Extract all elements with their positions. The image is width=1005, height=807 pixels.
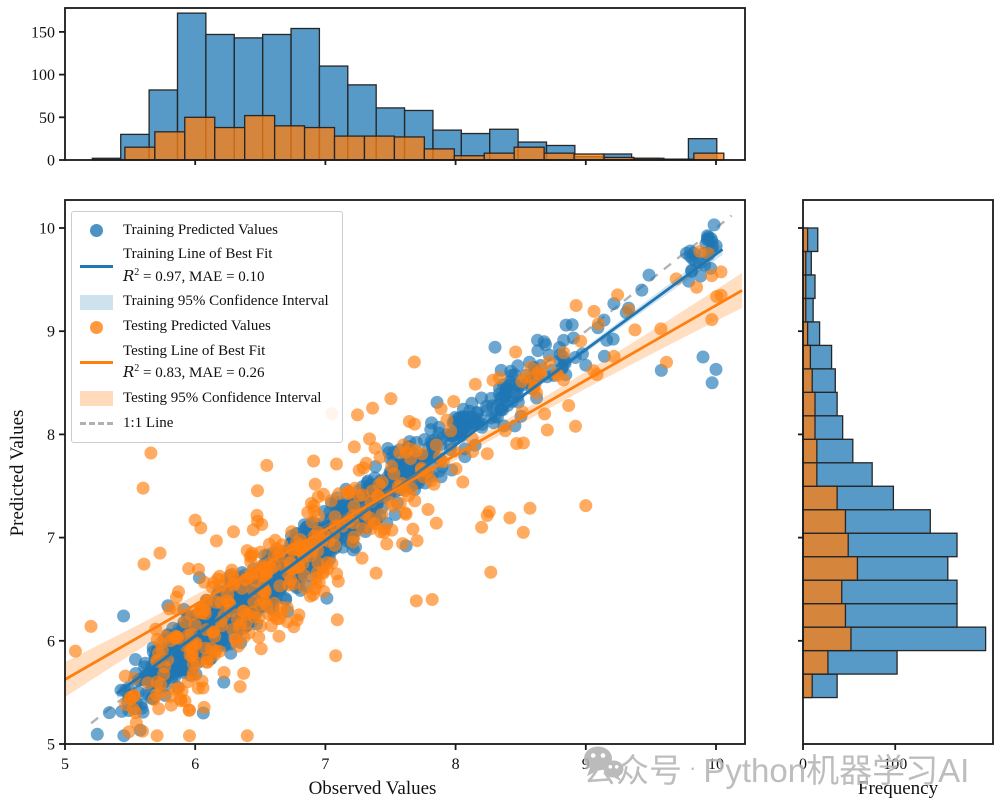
freq-tick-label: 100	[883, 756, 907, 773]
legend-swatch-line	[80, 361, 113, 365]
legend-label: Training Line of Best Fit R2 = 0.97, MAE …	[123, 246, 273, 285]
train-fit-line	[116, 248, 724, 695]
y-tick-label: 5	[47, 737, 55, 754]
x-axis-title: Observed Values	[308, 778, 437, 799]
right-histogram	[802, 227, 987, 699]
legend-item: Testing Line of Best Fit R2 = 0.83, MAE =…	[80, 341, 329, 386]
x-tick-label: 7	[321, 756, 329, 773]
y-axis-title: Predicted Values	[7, 409, 28, 537]
legend-label: Training Predicted Values	[123, 221, 278, 238]
main-plot	[65, 214, 743, 743]
top-hist-tick-label: 150	[31, 24, 55, 41]
legend-label: Training 95% Confidence Interval	[123, 293, 329, 310]
legend-swatch-dot	[80, 320, 113, 334]
legend-item: Training Predicted Values	[80, 219, 329, 242]
legend-item: 1:1 Line	[80, 412, 329, 435]
top-hist-tick-label: 0	[47, 153, 55, 170]
legend-swatch-dot	[80, 224, 113, 237]
x-tick-label: 8	[452, 756, 460, 773]
y-tick-label: 7	[47, 530, 55, 547]
legend-label: Testing Predicted Values	[123, 318, 271, 335]
x-tick-label: 9	[582, 756, 590, 773]
legend-swatch-dash	[80, 422, 113, 425]
y-tick-label: 9	[47, 324, 55, 341]
freq-tick-label: 0	[799, 756, 807, 773]
x-tick-label: 6	[191, 756, 199, 773]
legend-label: Testing Line of Best Fit R2 = 0.83, MAE =…	[123, 342, 266, 382]
legend-item: Training Line of Best Fit R2 = 0.97, MAE …	[80, 244, 329, 289]
legend-swatch-patch	[80, 294, 113, 310]
legend-label: Testing 95% Confidence Interval	[123, 389, 322, 406]
y-tick-label: 8	[47, 427, 55, 444]
top-hist-tick-label: 50	[39, 110, 55, 127]
y-tick-label: 10	[39, 221, 55, 238]
legend-swatch-patch	[80, 391, 113, 406]
legend-item: Testing 95% Confidence Interval	[80, 387, 329, 410]
y-tick-label: 6	[47, 633, 55, 650]
top-hist-tick-label: 100	[31, 67, 55, 84]
legend-item: Testing Predicted Values	[80, 316, 329, 339]
top-histogram	[91, 12, 725, 161]
legend-item: Training 95% Confidence Interval	[80, 291, 329, 314]
x-tick-label: 10	[708, 756, 724, 773]
legend: Training Predicted Values Training Line o…	[71, 211, 343, 443]
test-fit-line	[65, 289, 743, 681]
legend-swatch-line	[80, 264, 113, 268]
freq-axis-title: Frequency	[857, 778, 939, 799]
legend-label: 1:1 Line	[123, 414, 174, 431]
x-tick-label: 5	[61, 756, 69, 773]
